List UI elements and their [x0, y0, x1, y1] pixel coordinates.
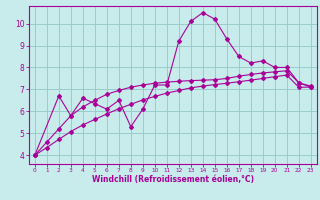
- X-axis label: Windchill (Refroidissement éolien,°C): Windchill (Refroidissement éolien,°C): [92, 175, 254, 184]
